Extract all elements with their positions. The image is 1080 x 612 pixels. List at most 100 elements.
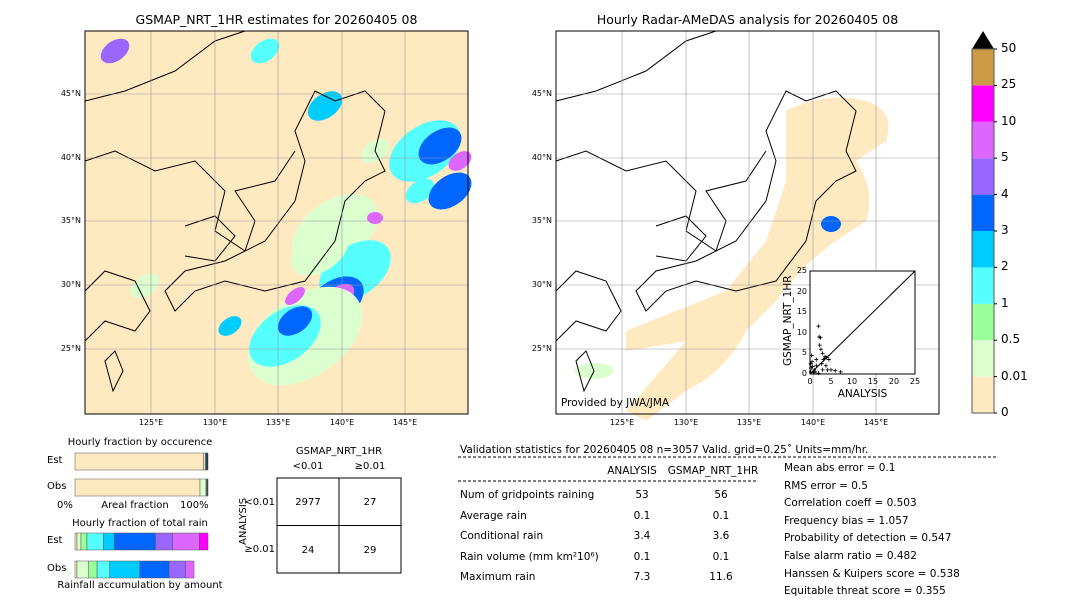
score-text: Probability of detection = 0.547 <box>784 532 952 545</box>
row-label: ANALYSIS <box>238 497 249 545</box>
scatter-point <box>829 367 833 372</box>
fraction-segment <box>199 478 207 497</box>
rain-area <box>448 151 472 171</box>
row-header: ≥0.01 <box>244 544 275 555</box>
lon-tick-label: 125°E <box>138 418 164 427</box>
scatter-y-tick: 10 <box>796 327 807 337</box>
map-0 <box>84 30 472 415</box>
rain-fraction-segment <box>155 532 174 551</box>
score-text: False alarm ratio = 0.482 <box>784 550 917 562</box>
rain-area <box>291 226 349 276</box>
lon-tick-label: 130°E <box>673 418 699 427</box>
lon-tick-label: 135°E <box>265 418 291 427</box>
table-cell: 2977 <box>295 497 321 508</box>
colorbar-segment <box>972 376 994 413</box>
map-title: Hourly Radar-AMeDAS analysis for 2026040… <box>596 12 899 27</box>
col-header: GSMAP_NRT_1HR <box>667 465 759 477</box>
rain-area <box>428 172 472 210</box>
xlabel: Rainfall accumulation by amount <box>57 580 223 591</box>
table-cell: 27 <box>363 497 377 508</box>
col-header: <0.01 <box>292 461 324 472</box>
scatter-point <box>833 368 838 373</box>
colorbar-segment <box>972 340 994 377</box>
bar-label: Est <box>47 455 63 466</box>
lat-tick-label: 25°N <box>60 344 81 353</box>
scatter-x-tick: 0 <box>807 377 813 386</box>
rain-fraction-segment <box>74 560 78 579</box>
scatter-y-tick: 5 <box>801 348 807 358</box>
analysis-value: 0.1 <box>633 509 651 522</box>
xlabel: Areal fraction <box>101 500 169 511</box>
score-text: Correlation coeff = 0.503 <box>784 497 917 510</box>
colorbar-tick-label: 0.5 <box>1001 332 1021 347</box>
lon-tick-label: 145°E <box>863 418 889 427</box>
score-text: Equitable threat score = 0.355 <box>784 585 946 598</box>
gsmap-value: 0.1 <box>712 509 730 522</box>
colorbar-tick-label: 0 <box>1001 405 1009 419</box>
row-header: <0.01 <box>244 497 275 508</box>
x-tick: 0% <box>57 500 73 511</box>
table-cell: 24 <box>301 545 315 556</box>
scatter-point <box>838 369 843 374</box>
bar-label: Obs <box>47 563 67 574</box>
rain-fraction-segment <box>139 560 170 579</box>
colorbar-tick-label: 10 <box>1001 113 1017 128</box>
colorbar-tick-label: 5 <box>1001 150 1009 165</box>
scatter-x-tick: 25 <box>909 377 921 386</box>
colorbar-tick-label: 25 <box>1001 77 1017 92</box>
bar-label: Obs <box>47 481 67 492</box>
lon-tick-label: 125°E <box>609 418 635 427</box>
scatter-point <box>820 367 825 372</box>
scatter-y-tick: 20 <box>796 286 807 296</box>
stat-label: Conditional rain <box>460 530 544 542</box>
gsmap-value: 56 <box>714 489 728 501</box>
score-text: Mean abs error = 0.1 <box>784 462 896 474</box>
rain-area <box>130 273 160 299</box>
credit-text: Provided by JWA/JMA <box>561 397 670 409</box>
scatter-point <box>814 357 819 362</box>
analysis-coverage <box>626 97 889 422</box>
gsmap-value: 11.6 <box>709 571 733 583</box>
scatter-point <box>808 361 813 366</box>
rain-fraction-segment <box>113 532 156 551</box>
colorbar-tick-label: 4 <box>1001 186 1009 201</box>
rain-fraction-segment <box>76 532 82 551</box>
gsmap-value: 3.6 <box>712 530 730 542</box>
colorbar-segment <box>972 158 994 195</box>
lat-tick-label: 40°N <box>531 153 552 162</box>
rain-fraction-segment <box>103 532 115 551</box>
colorbar-segment <box>972 121 994 159</box>
rain-area <box>218 316 242 336</box>
colorbar-segment <box>972 194 994 231</box>
analysis-value: 0.1 <box>633 550 651 563</box>
coastline <box>104 350 124 393</box>
scatter-point <box>814 363 819 368</box>
scatter-x-tick: 10 <box>846 377 858 386</box>
score-text: RMS error = 0.5 <box>784 479 868 492</box>
scatter-point <box>810 359 815 364</box>
rain-fraction-segment <box>172 532 200 551</box>
rain-area <box>367 212 383 224</box>
scatter-point <box>820 351 825 356</box>
colorbar-segment <box>972 303 994 341</box>
scatter-point <box>808 369 813 374</box>
rain-area <box>277 306 313 336</box>
coastline <box>575 350 595 393</box>
scatter-point <box>825 367 830 372</box>
scatter-point <box>816 371 821 376</box>
colorbar-segment <box>972 85 994 122</box>
occurrence-title: Hourly fraction by occurence <box>67 437 213 448</box>
lat-tick-label: 40°N <box>60 153 81 162</box>
rain-fraction-segment <box>88 560 98 579</box>
lon-tick-label: 145°E <box>392 418 418 427</box>
x-tick: 100% <box>180 500 209 511</box>
scatter-y-tick: 15 <box>796 307 807 317</box>
rain-area <box>100 38 130 64</box>
rain-area <box>821 216 841 232</box>
stat-label: Num of gridpoints raining <box>460 489 595 501</box>
colorbar-tick-label: 2 <box>1001 259 1009 274</box>
scatter-x-tick: 20 <box>888 377 900 386</box>
stat-label: Maximum rain <box>460 571 536 583</box>
